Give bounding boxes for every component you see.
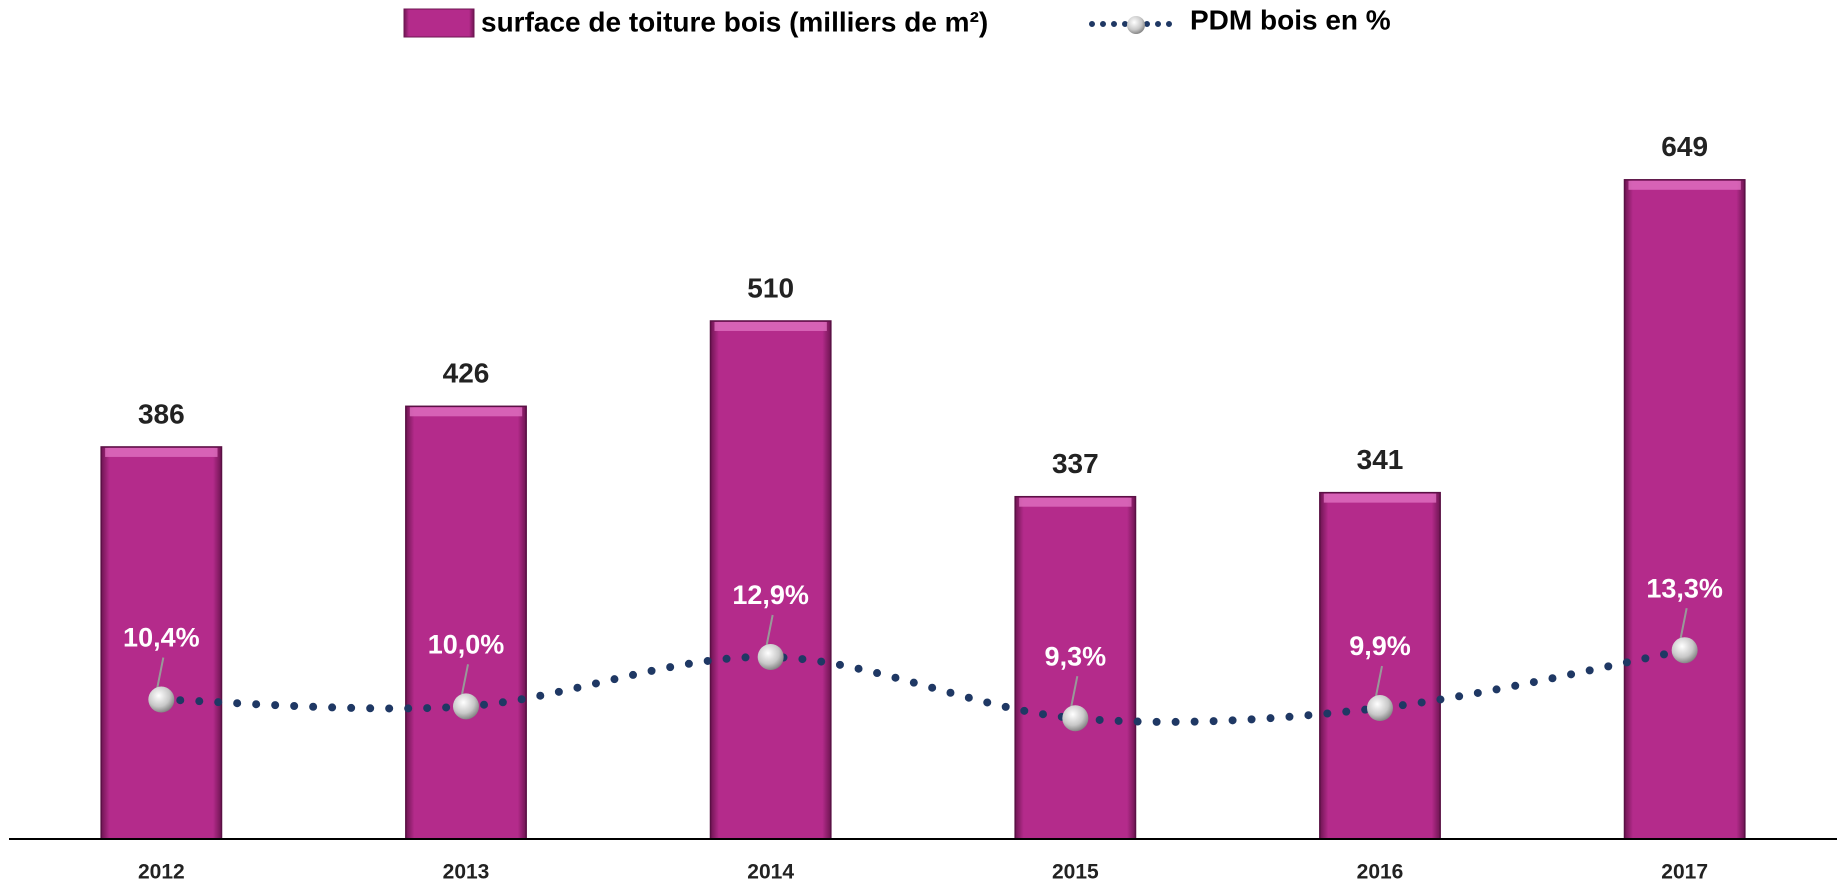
bar <box>100 446 223 840</box>
leader-line <box>1375 665 1383 697</box>
x-tick-label: 2017 <box>1661 861 1708 884</box>
bar <box>1014 495 1137 840</box>
bar-label: 649 <box>1661 131 1708 162</box>
line-marker <box>453 693 479 720</box>
bar-bevel <box>409 407 523 417</box>
legend-label: PDM bois en % <box>1190 4 1391 35</box>
line <box>157 646 1689 726</box>
leader-line <box>156 657 165 688</box>
bar-label: 337 <box>1052 448 1099 479</box>
line-marker <box>1367 695 1393 722</box>
bar <box>1623 179 1746 840</box>
bar <box>709 320 832 840</box>
x-tick-label: 2012 <box>138 861 185 884</box>
x-tick-label: 2015 <box>1052 861 1099 884</box>
line-marker <box>1671 637 1698 664</box>
legend-marker <box>1127 16 1145 34</box>
line-label: 13,3% <box>1646 573 1723 603</box>
line-label: 9,3% <box>1045 641 1107 671</box>
bar-label: 510 <box>747 272 794 303</box>
bar <box>405 405 527 840</box>
line-label: 12,9% <box>732 580 809 610</box>
line-marker <box>148 686 175 713</box>
bar-bevel <box>1323 493 1437 503</box>
bar-bevel <box>1628 180 1741 190</box>
line-marker <box>1062 705 1089 732</box>
bar-label: 341 <box>1357 444 1404 475</box>
bar-label: 426 <box>443 358 490 389</box>
line-label: 10,4% <box>123 623 200 653</box>
line-label: 10,0% <box>428 629 505 659</box>
bar-bevel <box>714 321 827 331</box>
x-tick-label: 2013 <box>443 861 490 884</box>
bar-bevel <box>1019 497 1132 507</box>
bar <box>1319 491 1441 840</box>
legend-swatch <box>403 8 475 38</box>
leader-line <box>1679 607 1688 639</box>
bar-bevel <box>105 447 218 457</box>
legend-label: surface de toiture bois (milliers de m²) <box>481 6 988 37</box>
leader-line <box>1070 676 1079 707</box>
line-label: 9,9% <box>1349 631 1411 661</box>
x-tick-label: 2014 <box>747 861 794 884</box>
leader-line <box>765 614 774 646</box>
bar-label: 386 <box>138 398 185 429</box>
x-tick-label: 2016 <box>1357 861 1404 884</box>
leader-line <box>461 664 469 695</box>
line-marker <box>757 643 784 670</box>
